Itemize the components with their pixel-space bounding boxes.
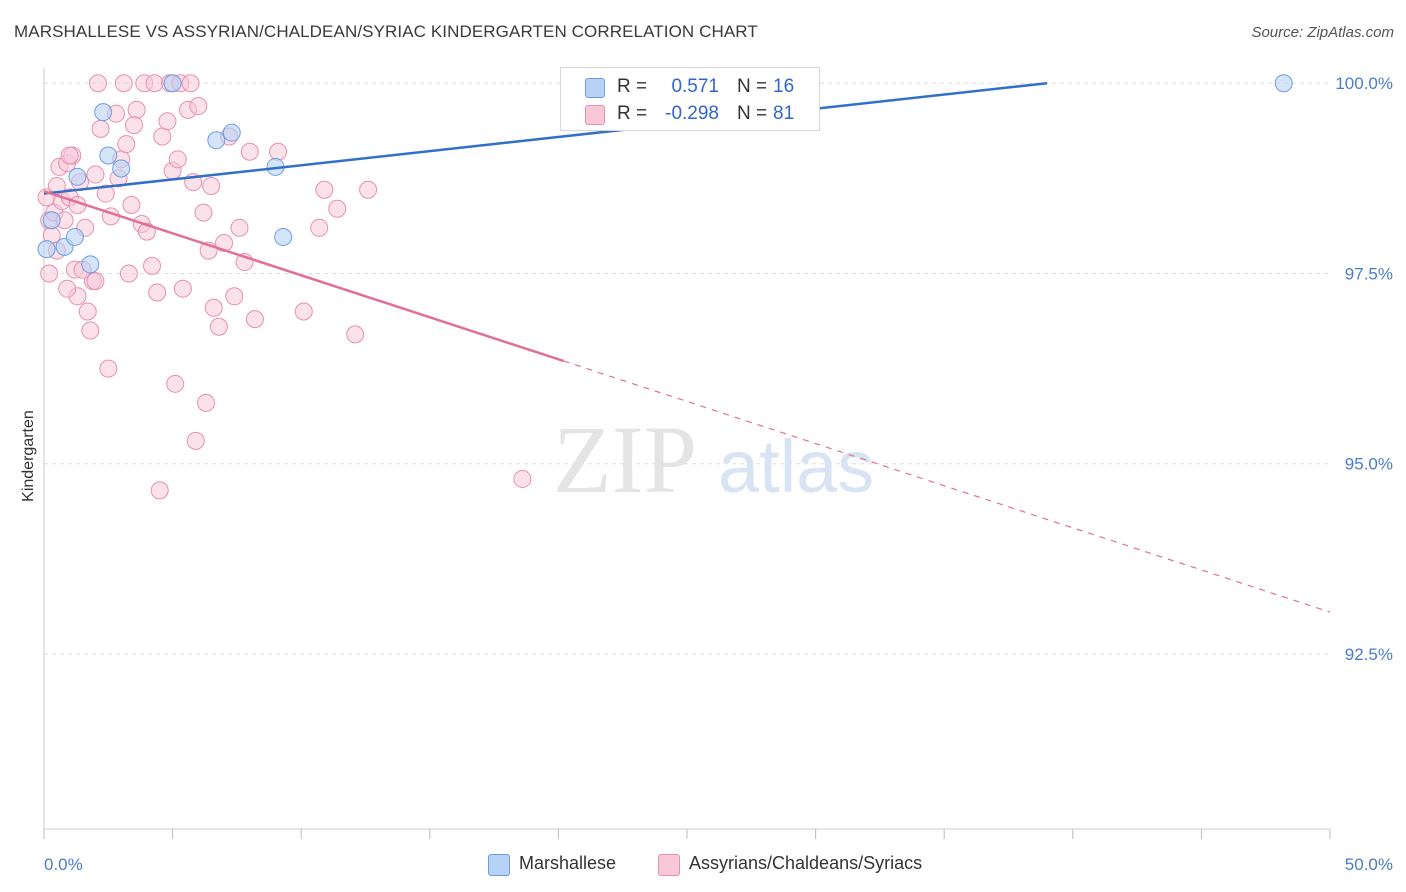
x-tick-label-max: 50.0% — [1345, 855, 1393, 874]
marshallese-point — [222, 123, 241, 142]
marshallese-point — [65, 227, 84, 246]
x-tick-label-min: 0.0% — [44, 855, 83, 874]
legend-n-label: N = — [737, 76, 768, 97]
assyrian-point — [202, 176, 221, 195]
y-tick-label: 95.0% — [1345, 455, 1393, 474]
legend-swatch-pink — [585, 105, 605, 125]
marshallese-point — [99, 146, 118, 165]
assyrian-point — [513, 469, 532, 488]
y-tick-label: 100.0% — [1335, 74, 1393, 93]
legend-r-label: R = — [617, 76, 648, 97]
marshallese-point — [274, 227, 293, 246]
correlation-legend: R = 0.571 N = 16 R = -0.298 N = 81 — [560, 67, 820, 131]
assyrian-point — [186, 431, 205, 450]
watermark: ZIP atlas — [553, 406, 874, 513]
assyrian-point — [86, 165, 105, 184]
assyrian-trend-line — [43, 190, 564, 363]
series-swatch-blue — [488, 854, 510, 876]
marshallese-point — [42, 211, 61, 230]
assyrian-trend-extension — [563, 360, 1331, 613]
marshallese-point — [94, 103, 113, 122]
assyrian-point — [197, 393, 216, 412]
trend-lines — [43, 81, 1331, 613]
legend-swatch-blue — [585, 78, 605, 98]
series-label: Marshallese — [519, 853, 617, 873]
y-tick-label: 97.5% — [1345, 264, 1393, 283]
assyrian-point — [189, 97, 208, 116]
marshallese-point — [1274, 74, 1293, 93]
assyrian-point — [225, 287, 244, 306]
assyrian-point — [143, 256, 162, 275]
assyrian-point — [294, 302, 313, 321]
assyrian-point — [215, 234, 234, 253]
assyrian-point — [58, 279, 77, 298]
assyrian-point — [194, 203, 213, 222]
assyrian-point — [60, 146, 79, 165]
assyrian-point — [204, 298, 223, 317]
assyrian-point — [245, 310, 264, 329]
watermark-atlas: atlas — [718, 425, 874, 508]
marshallese-point — [163, 74, 182, 93]
assyrian-point — [240, 142, 259, 161]
assyrian-point — [78, 302, 97, 321]
legend-r-value: -0.298 — [665, 103, 719, 124]
assyrian-point — [158, 112, 177, 131]
assyrian-point — [96, 184, 115, 203]
assyrian-point — [145, 74, 164, 93]
assyrian-point — [114, 74, 133, 93]
assyrian-point — [117, 135, 136, 154]
series-swatch-pink — [658, 854, 680, 876]
assyrian-point — [122, 195, 141, 214]
assyrian-point — [315, 180, 334, 199]
assyrian-point — [99, 359, 118, 378]
assyrian-point — [269, 142, 288, 161]
assyrian-point — [166, 374, 185, 393]
assyrian-point — [127, 100, 146, 119]
assyrian-point — [230, 218, 249, 237]
assyrian-point — [328, 199, 347, 218]
marshallese-point — [112, 159, 131, 178]
y-tick-label: 92.5% — [1345, 645, 1393, 664]
assyrian-points — [37, 74, 532, 500]
series-label: Assyrians/Chaldeans/Syriacs — [689, 853, 923, 873]
assyrian-point — [81, 321, 100, 340]
x-ticks — [43, 829, 1331, 839]
assyrian-point — [91, 119, 110, 138]
assyrian-point — [40, 264, 59, 283]
assyrian-point — [359, 180, 378, 199]
marshallese-point — [81, 255, 100, 274]
source-credit: Source: ZipAtlas.com — [1251, 24, 1394, 41]
assyrian-point — [119, 264, 138, 283]
assyrian-point — [89, 74, 108, 93]
legend-row-marshallese: R = 0.571 N = 16 — [561, 74, 819, 100]
assyrian-point — [181, 74, 200, 93]
assyrian-point — [125, 116, 144, 135]
chart-title: MARSHALLESE VS ASSYRIAN/CHALDEAN/SYRIAC … — [14, 22, 758, 41]
legend-n-label: N = — [737, 103, 768, 124]
watermark-zip: ZIP — [553, 406, 697, 513]
legend-n-value: 81 — [773, 103, 795, 124]
assyrian-point — [86, 272, 105, 291]
marshallese-point — [207, 131, 226, 150]
legend-r-value: 0.571 — [671, 76, 719, 97]
marshallese-trend-line — [43, 81, 1048, 195]
marshallese-point — [37, 240, 56, 259]
legend-row-assyrian: R = -0.298 N = 81 — [561, 101, 819, 127]
y-tick-labels: 92.5% 95.0% 97.5% 100.0% — [1335, 74, 1393, 664]
assyrian-point — [209, 317, 228, 336]
gridlines — [44, 82, 1330, 655]
assyrian-point — [310, 218, 329, 237]
series-legend: Marshallese Assyrians/Chaldeans/Syriacs — [0, 853, 1406, 877]
marshallese-point — [68, 167, 87, 186]
assyrian-point — [346, 325, 365, 344]
assyrian-point — [153, 127, 172, 146]
legend-r-label: R = — [617, 103, 648, 124]
assyrian-point — [168, 150, 187, 169]
assyrian-point — [148, 283, 167, 302]
y-axis-label: Kindergarten — [20, 410, 37, 502]
assyrian-point — [150, 481, 169, 500]
assyrian-point — [173, 279, 192, 298]
legend-n-value: 16 — [773, 76, 795, 97]
